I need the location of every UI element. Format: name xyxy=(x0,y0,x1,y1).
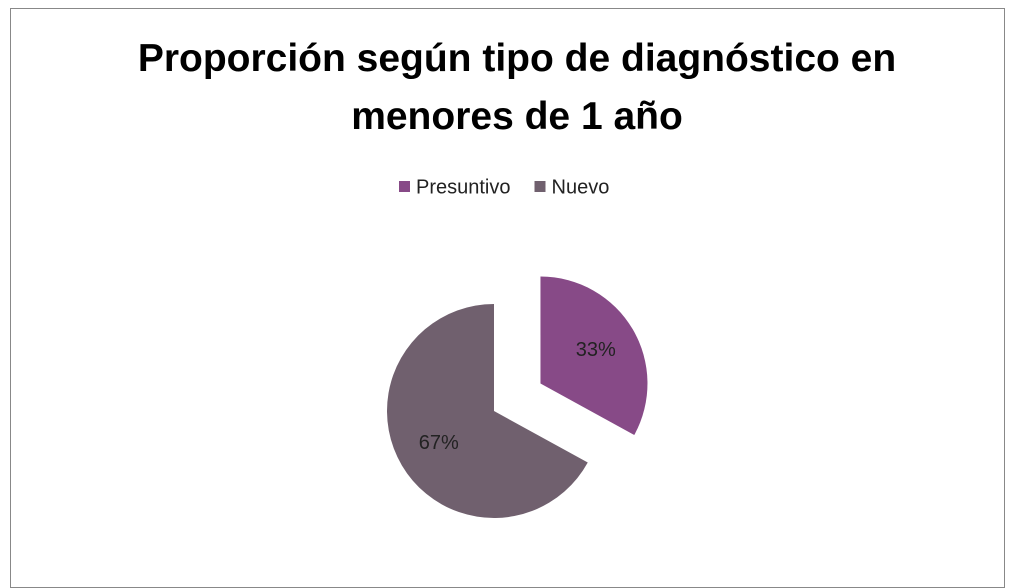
legend-swatch xyxy=(399,181,410,192)
data-label: 67% xyxy=(419,432,459,454)
legend-label: Nuevo xyxy=(552,176,610,198)
data-label: 33% xyxy=(576,339,616,361)
legend-label: Presuntivo xyxy=(416,176,511,198)
pie-slice xyxy=(387,304,588,518)
pie-slice xyxy=(540,276,648,436)
chart-title: Proporción según tipo de diagnóstico en … xyxy=(137,37,897,138)
legend-swatch xyxy=(534,181,546,192)
